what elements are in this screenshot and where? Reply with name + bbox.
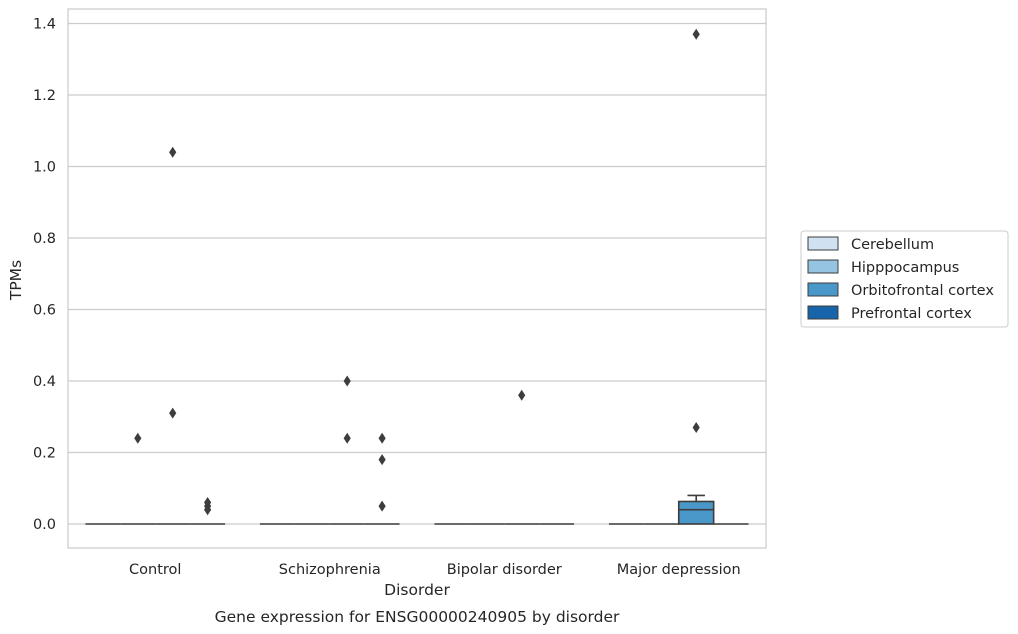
legend-swatch <box>807 236 839 251</box>
outlier-point <box>134 432 142 444</box>
boxes <box>85 494 749 525</box>
plot-background <box>68 9 766 548</box>
x-tick-label: Major depression <box>617 562 741 578</box>
outlier-point <box>169 407 177 419</box>
outlier-point <box>378 500 386 512</box>
y-tick-label: 0.6 <box>33 303 56 319</box>
box-major-depression-orbitofrontal-cortex <box>677 494 715 525</box>
legend-label: Hipppocampus <box>851 260 959 276</box>
outlier-point <box>692 28 700 40</box>
y-tick-label: 0.4 <box>33 374 56 390</box>
x-tick-label: Control <box>129 562 181 578</box>
y-tick-label: 0.8 <box>33 231 56 247</box>
legend: Cerebellum Hipppocampus Orbitofrontal cort… <box>800 230 1009 328</box>
x-tick-label: Bipolar disorder <box>447 562 562 578</box>
y-tick-label: 1.2 <box>33 88 56 104</box>
chart-title: Gene expression for ENSG00000240905 by d… <box>215 608 620 626</box>
outlier-point <box>204 504 212 516</box>
y-tick-label: 0.0 <box>33 517 56 533</box>
outlier-point <box>343 432 351 444</box>
outlier-point <box>692 421 700 433</box>
legend-swatch <box>807 305 839 320</box>
y-axis-label: TPMs <box>7 260 25 301</box>
y-tick-label: 1.4 <box>33 17 56 33</box>
x-axis-ticks: Control Schizophrenia Bipolar disorder Majo… <box>129 562 741 578</box>
grid-lines <box>68 22 766 525</box>
legend-label: Prefrontal cortex <box>851 306 972 322</box>
legend-label: Cerebellum <box>851 237 934 253</box>
box-body <box>677 500 715 525</box>
legend-swatch <box>807 259 839 274</box>
plot-frame <box>67 8 767 549</box>
outlier-point <box>343 375 351 387</box>
y-tick-label: 0.2 <box>33 446 56 462</box>
outliers <box>134 28 700 516</box>
legend-swatch <box>807 282 839 297</box>
y-tick-label: 1.0 <box>33 160 56 176</box>
outlier-point <box>378 454 386 466</box>
x-axis-label: Disorder <box>384 581 450 599</box>
outlier-point <box>378 432 386 444</box>
y-axis-ticks: 0.0 0.2 0.4 0.6 0.8 1.0 1.2 1.4 <box>33 17 56 534</box>
outlier-point <box>518 389 526 401</box>
legend-frame <box>800 230 1009 328</box>
outlier-point <box>169 146 177 158</box>
x-tick-label: Schizophrenia <box>279 562 381 578</box>
legend-label: Orbitofrontal cortex <box>851 283 994 299</box>
